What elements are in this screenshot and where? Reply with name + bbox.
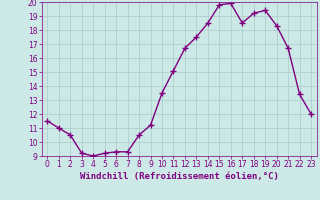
X-axis label: Windchill (Refroidissement éolien,°C): Windchill (Refroidissement éolien,°C) bbox=[80, 172, 279, 181]
